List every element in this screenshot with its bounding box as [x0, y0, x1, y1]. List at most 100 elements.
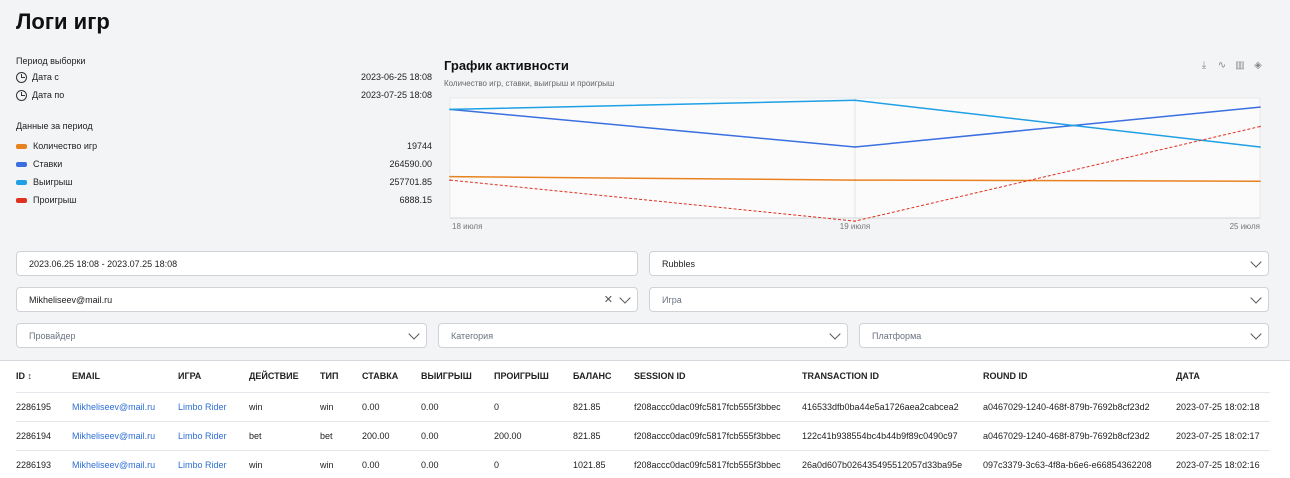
daterange-input[interactable]: 2023.06.25 18:08 - 2023.07.25 18:08 [16, 251, 638, 276]
stat-value: 19744 [406, 141, 432, 151]
column-header[interactable]: SESSION ID [634, 361, 802, 393]
table-cell[interactable]: Limbo Rider [178, 450, 249, 478]
table-cell: 2286194 [16, 421, 72, 451]
column-header[interactable]: ID ↕ [16, 361, 72, 393]
column-header[interactable]: ВЫИГРЫШ [421, 361, 494, 393]
period-summary: Период выборки Дата с 2023-06-25 18:08 Д… [16, 56, 432, 209]
table-cell[interactable]: Mikheliseev@mail.ru [72, 450, 178, 478]
date-to-value: 2023-07-25 18:08 [360, 90, 432, 100]
column-header-label: ПРОИГРЫШ [494, 371, 549, 382]
table-cell: 097c3379-3c63-4f8a-b6e6-e66854362208 [983, 450, 1176, 478]
table-cell[interactable]: Mikheliseev@mail.ru [72, 421, 178, 451]
bar-chart-icon[interactable]: ▥ [1235, 60, 1245, 71]
page-title: Логи игр [16, 9, 110, 34]
sort-icon[interactable]: ↕ [27, 371, 33, 382]
stat-row: Выигрыш 257701.85 [16, 173, 432, 191]
data-point [1259, 180, 1261, 183]
chevron-down-icon [619, 292, 631, 304]
stat-label: Ставки [33, 159, 63, 169]
column-header[interactable]: ПРОИГРЫШ [494, 361, 573, 393]
table-cell: 0 [494, 450, 573, 478]
clock-icon [16, 71, 27, 83]
table-cell: 0.00 [362, 450, 421, 478]
stat-label: Проигрыш [33, 195, 77, 205]
chevron-down-icon [1250, 328, 1262, 340]
data-point [449, 108, 451, 111]
column-header-label: ВЫИГРЫШ [421, 371, 472, 382]
category-select[interactable]: Категория [438, 323, 848, 348]
clock-icon [16, 89, 27, 101]
email-select[interactable]: Mikheliseev@mail.ru ✕ [16, 287, 638, 312]
table-cell: 200.00 [362, 421, 421, 451]
column-header[interactable]: ДАТА [1176, 361, 1270, 393]
table-cell: 200.00 [494, 421, 573, 451]
x-tick-label: 25 июля [1230, 222, 1260, 231]
chevron-down-icon [408, 328, 420, 340]
data-point [854, 220, 856, 222]
data-point [854, 99, 856, 102]
column-header-label: БАЛАНС [573, 371, 612, 382]
column-header-label: ТИП [320, 371, 339, 382]
column-header-label: СТАВКА [362, 371, 399, 382]
stats-list: Количество игр 19744 Ставки 264590.00 Выигры… [16, 137, 432, 209]
table-cell: 2286195 [16, 392, 72, 422]
table-row[interactable]: 2286193 Mikheliseev@mail.ru Limbo Rider win… [16, 450, 1270, 478]
column-header-label: ROUND ID [983, 371, 1028, 382]
logs-table-container: ID ↕ EMAIL ИГРА ДЕЙСТВИЕ ТИП СТАВКА ВЫИГРЫШ ПРО… [0, 361, 1290, 478]
data-point [854, 146, 856, 148]
data-point [854, 179, 856, 181]
table-cell: win [249, 392, 320, 422]
currency-value: Rubbles [662, 258, 696, 269]
column-header-label: SESSION ID [634, 371, 686, 382]
platform-select[interactable]: Платформа [859, 323, 1269, 348]
column-header-label: ДАТА [1176, 371, 1200, 382]
column-header[interactable]: СТАВКА [362, 361, 421, 393]
table-cell[interactable]: Limbo Rider [178, 392, 249, 422]
clear-icon[interactable]: ✕ [603, 294, 613, 306]
table-cell: 26a0d607b026435495512057d33ba95e [802, 450, 983, 478]
table-cell: win [320, 392, 362, 422]
date-from-label: Дата с [32, 72, 59, 82]
column-header[interactable]: ДЕЙСТВИЕ [249, 361, 320, 393]
legend-swatch [16, 143, 27, 149]
stat-label: Выигрыш [33, 177, 73, 187]
table-cell: 821.85 [573, 421, 634, 451]
download-icon[interactable]: ⤓ [1201, 60, 1207, 71]
stat-row: Количество игр 19744 [16, 137, 432, 155]
data-point [1259, 106, 1261, 108]
table-cell[interactable]: Mikheliseev@mail.ru [72, 392, 178, 422]
legend-swatch [16, 197, 27, 203]
column-header[interactable]: ROUND ID [983, 361, 1176, 393]
stats-label: Данные за период [16, 121, 93, 131]
table-cell[interactable]: Limbo Rider [178, 421, 249, 451]
provider-select[interactable]: Провайдер [16, 323, 427, 348]
data-point [1259, 146, 1261, 148]
legend-swatch [16, 179, 27, 185]
column-header-label: TRANSACTION ID [802, 371, 879, 382]
table-cell: 2286193 [16, 450, 72, 478]
table-cell: 2023-07-25 18:02:18 [1176, 392, 1270, 422]
table-cell: 0.00 [421, 421, 494, 451]
chevron-down-icon [1250, 292, 1262, 304]
column-header[interactable]: TRANSACTION ID [802, 361, 983, 393]
table-cell: 0 [494, 392, 573, 422]
line-chart-icon[interactable]: ∿ [1217, 60, 1227, 71]
table-cell: 416533dfb0ba44e5a1726aea2cabcea2 [802, 392, 983, 422]
chart-subtitle: Количество игр, ставки, выигрыш и проигр… [444, 79, 615, 88]
data-point [449, 175, 451, 178]
table-cell: win [320, 450, 362, 478]
column-header[interactable]: ТИП [320, 361, 362, 393]
table-cell: 122c41b938554bc4b44b9f89c0490c97 [802, 421, 983, 451]
column-header[interactable]: БАЛАНС [573, 361, 634, 393]
column-header[interactable]: ИГРА [178, 361, 249, 393]
table-row[interactable]: 2286194 Mikheliseev@mail.ru Limbo Rider bet… [16, 421, 1270, 451]
stack-icon[interactable]: ◈ [1254, 60, 1262, 71]
game-select[interactable]: Игра [649, 287, 1269, 312]
daterange-value: 2023.06.25 18:08 - 2023.07.25 18:08 [29, 258, 178, 269]
chart-toolbar: ⤓ ∿ ▥ ◈ [1198, 60, 1264, 72]
currency-select[interactable]: Rubbles [649, 251, 1269, 276]
column-header[interactable]: EMAIL [72, 361, 178, 393]
chevron-down-icon [829, 328, 841, 340]
table-row[interactable]: 2286195 Mikheliseev@mail.ru Limbo Rider win… [16, 392, 1270, 422]
stat-row: Ставки 264590.00 [16, 155, 432, 173]
